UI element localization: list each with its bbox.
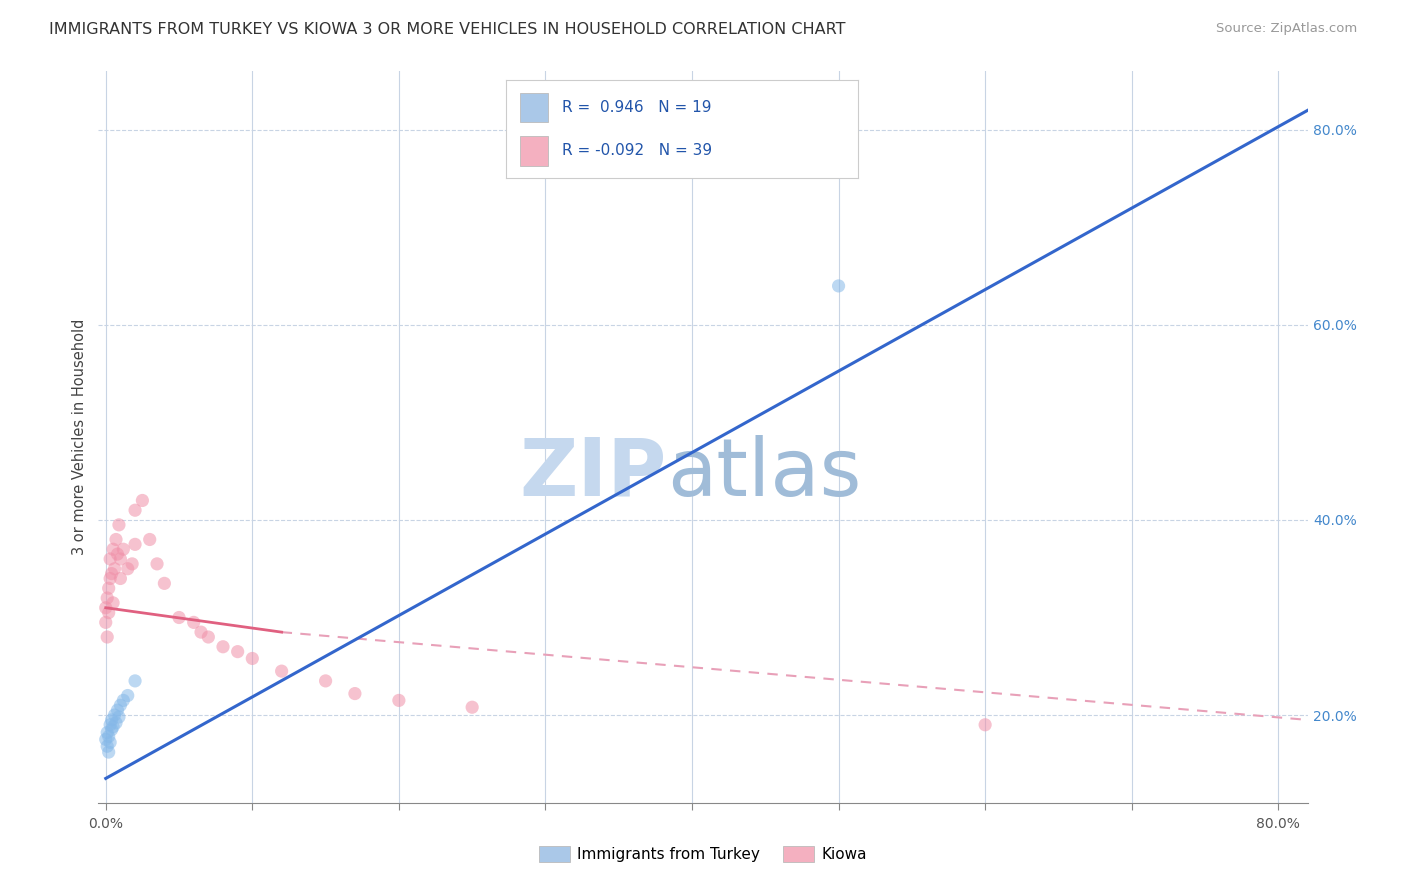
Point [117, 562, 139, 576]
Point [107, 547, 129, 561]
Point [117, 689, 139, 703]
Point [96, 630, 118, 644]
Point [100, 566, 122, 581]
Point [101, 542, 124, 557]
Text: IMMIGRANTS FROM TURKEY VS KIOWA 3 OR MORE VEHICLES IN HOUSEHOLD CORRELATION CHAR: IMMIGRANTS FROM TURKEY VS KIOWA 3 OR MOR… [49, 22, 846, 37]
Point [101, 596, 124, 610]
Point [97, 581, 120, 595]
Point [315, 673, 337, 688]
Text: R =  0.946   N = 19: R = 0.946 N = 19 [562, 100, 711, 115]
Point [105, 533, 128, 547]
Point [121, 557, 143, 571]
Point [112, 693, 135, 707]
Point [974, 718, 997, 732]
Point [96, 725, 118, 739]
Point [108, 517, 131, 532]
Point [100, 723, 122, 737]
Point [98, 552, 121, 566]
Text: atlas: atlas [666, 434, 860, 513]
Point [107, 703, 129, 717]
Point [343, 687, 366, 701]
Point [94, 600, 117, 615]
Point [190, 625, 212, 640]
Point [827, 279, 849, 293]
Point [110, 572, 132, 586]
Point [103, 562, 125, 576]
Point [98, 572, 121, 586]
Point [96, 739, 118, 754]
FancyBboxPatch shape [520, 93, 548, 122]
Point [100, 713, 122, 727]
Point [131, 493, 153, 508]
Point [94, 732, 117, 747]
Point [388, 693, 411, 707]
Point [97, 745, 120, 759]
Y-axis label: 3 or more Vehicles in Household: 3 or more Vehicles in Household [72, 319, 87, 555]
Point [105, 715, 128, 730]
Point [124, 673, 146, 688]
Point [94, 615, 117, 630]
Point [146, 557, 169, 571]
Text: ZIP: ZIP [519, 434, 666, 513]
Point [167, 610, 190, 624]
Text: R = -0.092   N = 39: R = -0.092 N = 39 [562, 144, 713, 159]
Point [97, 730, 120, 744]
FancyBboxPatch shape [520, 136, 548, 166]
Point [197, 630, 219, 644]
Point [98, 718, 121, 732]
Legend: Immigrants from Turkey, Kiowa: Immigrants from Turkey, Kiowa [533, 840, 873, 868]
Text: Source: ZipAtlas.com: Source: ZipAtlas.com [1216, 22, 1357, 36]
Point [183, 615, 205, 630]
Point [110, 698, 132, 713]
Point [108, 710, 131, 724]
Point [270, 664, 292, 678]
Point [124, 537, 146, 551]
Point [112, 542, 135, 557]
Point [138, 533, 160, 547]
Point [103, 708, 125, 723]
Point [110, 552, 132, 566]
Point [461, 700, 484, 714]
Point [97, 606, 120, 620]
Point [240, 651, 263, 665]
Point [124, 503, 146, 517]
Point [226, 645, 249, 659]
Point [96, 591, 118, 605]
Point [212, 640, 235, 654]
Point [98, 735, 121, 749]
Point [101, 720, 124, 734]
Point [153, 576, 176, 591]
